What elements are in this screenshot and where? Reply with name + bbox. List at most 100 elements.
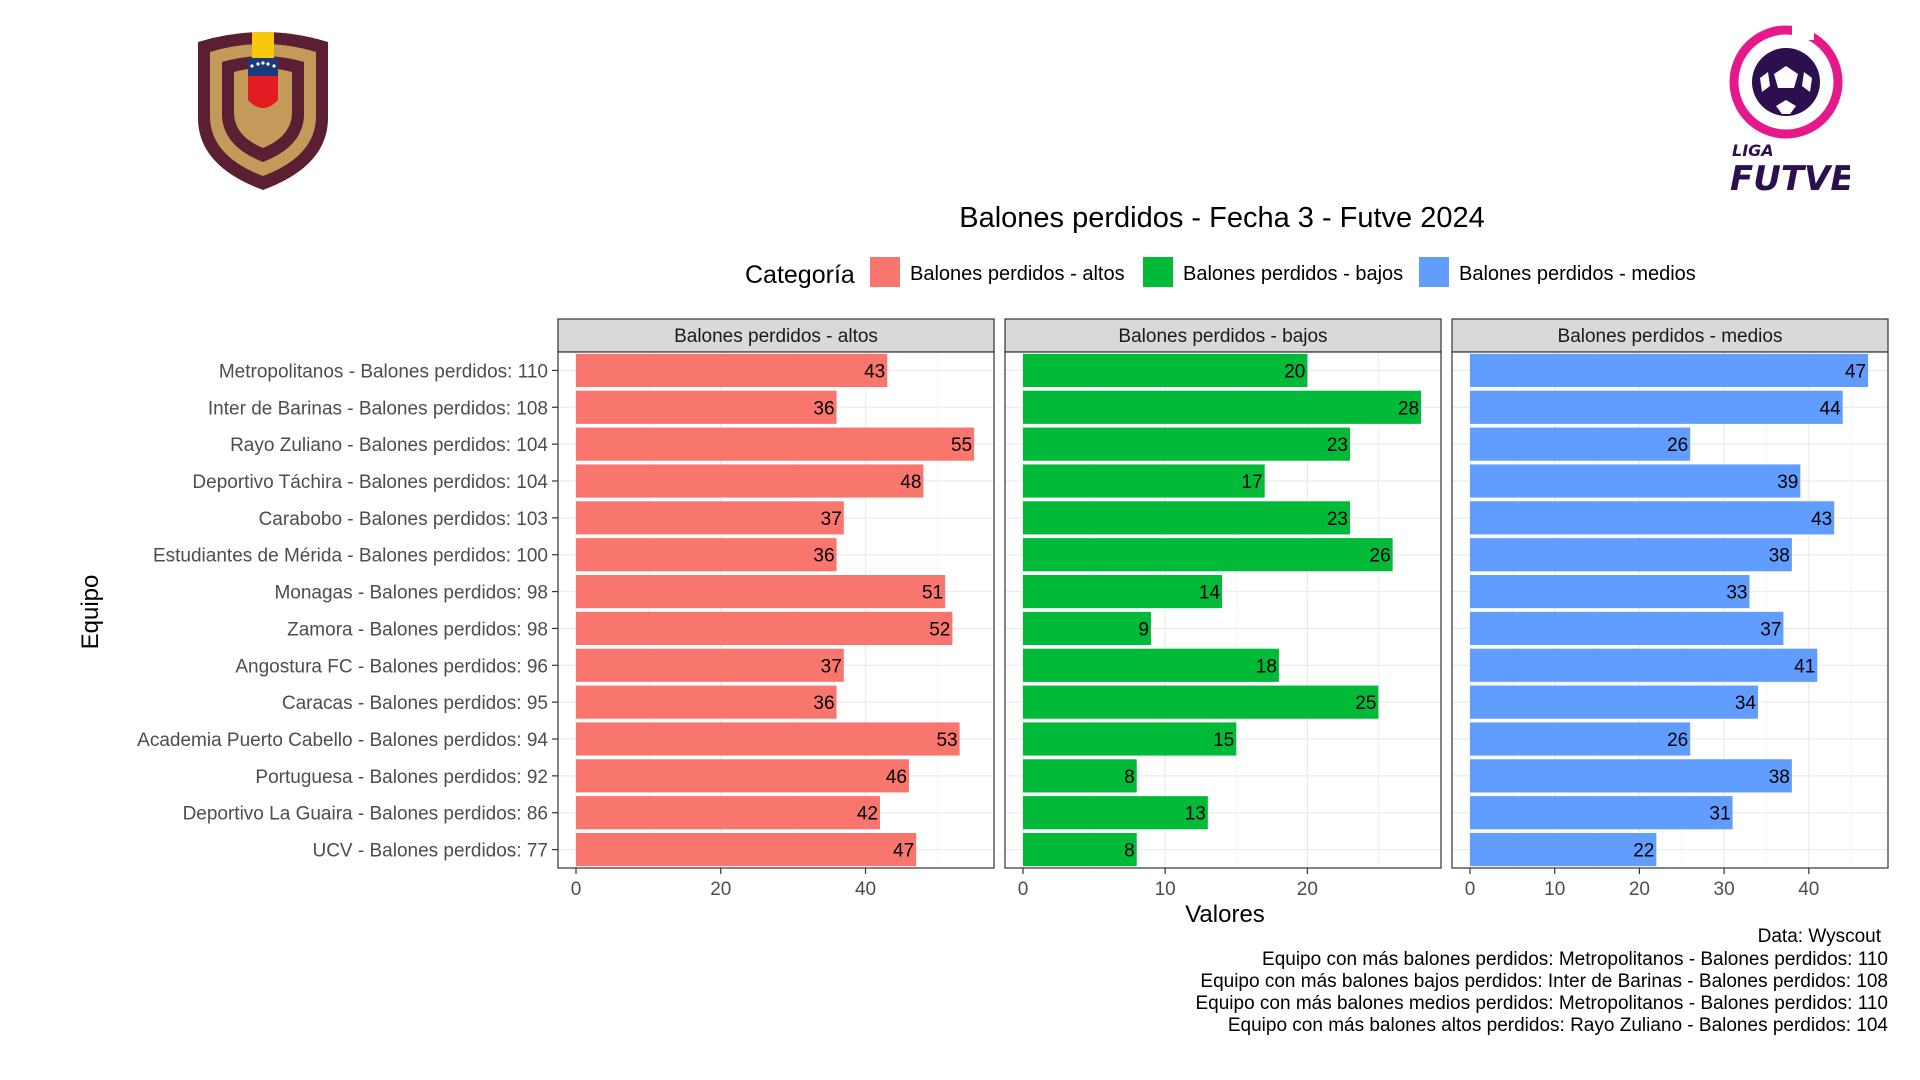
panel-border [1451, 351, 1889, 869]
bar-bajos [1023, 353, 1308, 388]
liga-futve-logo: LIGA FUTVE [1729, 20, 1850, 199]
bar-value-label: 23 [1327, 435, 1348, 456]
x-tick-label: 20 [710, 879, 731, 900]
bar-medios [1470, 501, 1835, 535]
legend-item-bajos: Balones perdidos - bajos [1143, 257, 1403, 287]
bar-altos [576, 611, 953, 646]
bar-medios [1470, 574, 1750, 609]
bar-bajos [1023, 538, 1393, 572]
x-tick-label: 10 [1544, 879, 1565, 900]
y-tick-label: Caracas - Balones perdidos: 95 [282, 693, 548, 714]
bar-altos [576, 648, 844, 682]
bar-value-label: 51 [922, 583, 943, 604]
bar-medios [1470, 685, 1758, 719]
legend: Categoría Balones perdidos - altos Balone… [745, 257, 1696, 289]
bar-value-label: 9 [1138, 619, 1149, 640]
panel-border [557, 351, 995, 869]
bar-medios [1470, 722, 1691, 756]
bar-altos [576, 574, 946, 609]
panel-strip-altos [557, 318, 995, 353]
bar-value-label: 28 [1398, 398, 1419, 419]
x-tick-label: 30 [1714, 879, 1735, 900]
bar-value-label: 37 [821, 509, 842, 530]
bar-bajos [1023, 390, 1422, 424]
bar-bajos [1023, 759, 1137, 793]
y-tick-label: Academia Puerto Cabello - Balones perdid… [137, 730, 548, 751]
bar-value-label: 34 [1735, 693, 1757, 714]
bar-altos [576, 501, 844, 535]
panel-strip-label-altos: Balones perdidos - altos [674, 326, 878, 347]
bar-value-label: 48 [900, 472, 921, 493]
panel-strip-label-bajos: Balones perdidos - bajos [1118, 326, 1327, 347]
bar-bajos [1023, 685, 1379, 719]
bar-value-label: 33 [1726, 583, 1747, 604]
caption-line: Equipo con más balones perdidos: Metropo… [1262, 949, 1888, 970]
legend-swatch-altos [870, 257, 900, 287]
legend-label-bajos: Balones perdidos - bajos [1183, 263, 1403, 285]
futve-text: FUTVE [1730, 159, 1850, 199]
liga-text: LIGA [1732, 141, 1774, 160]
bar-bajos [1023, 832, 1137, 867]
y-tick-label: UCV - Balones perdidos: 77 [312, 841, 548, 862]
bar-value-label: 47 [1845, 361, 1866, 382]
bar-value-label: 20 [1284, 361, 1305, 382]
bar-bajos [1023, 611, 1151, 646]
legend-swatch-medios [1419, 257, 1449, 287]
y-tick-label: Monagas - Balones perdidos: 98 [274, 583, 548, 604]
legend-item-altos: Balones perdidos - altos [870, 257, 1125, 287]
bar-bajos [1023, 722, 1237, 756]
x-tick-label: 0 [1018, 879, 1029, 900]
bar-altos [576, 796, 880, 830]
bar-value-label: 26 [1667, 435, 1688, 456]
y-tick-label: Deportivo Táchira - Balones perdidos: 10… [192, 472, 548, 493]
bar-value-label: 37 [821, 656, 842, 677]
bar-value-label: 15 [1213, 730, 1234, 751]
bar-altos [576, 538, 837, 572]
bar-value-label: 41 [1794, 656, 1815, 677]
x-tick-label: 20 [1629, 879, 1650, 900]
bar-value-label: 36 [813, 546, 834, 567]
bar-altos [576, 353, 888, 388]
bar-altos [576, 464, 924, 498]
bar-value-label: 25 [1355, 693, 1376, 714]
bar-value-label: 46 [886, 767, 907, 788]
bar-medios [1470, 796, 1733, 830]
bar-altos [576, 427, 975, 461]
legend-swatch-bajos [1143, 257, 1173, 287]
bar-medios [1470, 611, 1784, 646]
bar-value-label: 43 [1811, 509, 1832, 530]
bar-value-label: 8 [1124, 841, 1135, 862]
bar-value-label: 31 [1709, 804, 1730, 825]
bar-value-label: 8 [1124, 767, 1135, 788]
bar-altos [576, 685, 837, 719]
bar-bajos [1023, 427, 1351, 461]
legend-title: Categoría [745, 261, 855, 289]
bar-value-label: 14 [1199, 583, 1221, 604]
x-tick-label: 20 [1297, 879, 1318, 900]
bar-value-label: 43 [864, 361, 885, 382]
y-tick-label: Carabobo - Balones perdidos: 103 [259, 509, 548, 530]
panel-strip-label-medios: Balones perdidos - medios [1558, 326, 1783, 347]
bar-medios [1470, 538, 1792, 572]
bar-medios [1470, 832, 1657, 867]
x-tick-label: 0 [1465, 879, 1476, 900]
y-tick-label: Portuguesa - Balones perdidos: 92 [255, 767, 548, 788]
bar-value-label: 18 [1256, 656, 1277, 677]
y-tick-label: Zamora - Balones perdidos: 98 [287, 619, 548, 640]
x-tick-label: 0 [571, 879, 582, 900]
bar-value-label: 53 [936, 730, 957, 751]
bar-medios [1470, 353, 1869, 388]
bar-value-label: 17 [1242, 472, 1263, 493]
y-tick-label: Rayo Zuliano - Balones perdidos: 104 [230, 435, 548, 456]
bar-bajos [1023, 464, 1265, 498]
bar-value-label: 23 [1327, 509, 1348, 530]
caption-line: Equipo con más balones altos perdidos: R… [1228, 1015, 1889, 1036]
bar-value-label: 52 [929, 619, 950, 640]
y-tick-label: Estudiantes de Mérida - Balones perdidos… [153, 546, 548, 567]
bar-medios [1470, 759, 1792, 793]
y-tick-label: Inter de Barinas - Balones perdidos: 108 [208, 398, 548, 419]
caption-line: Data: Wyscout [1758, 926, 1882, 947]
bar-value-label: 22 [1633, 841, 1654, 862]
bar-altos [576, 832, 917, 867]
